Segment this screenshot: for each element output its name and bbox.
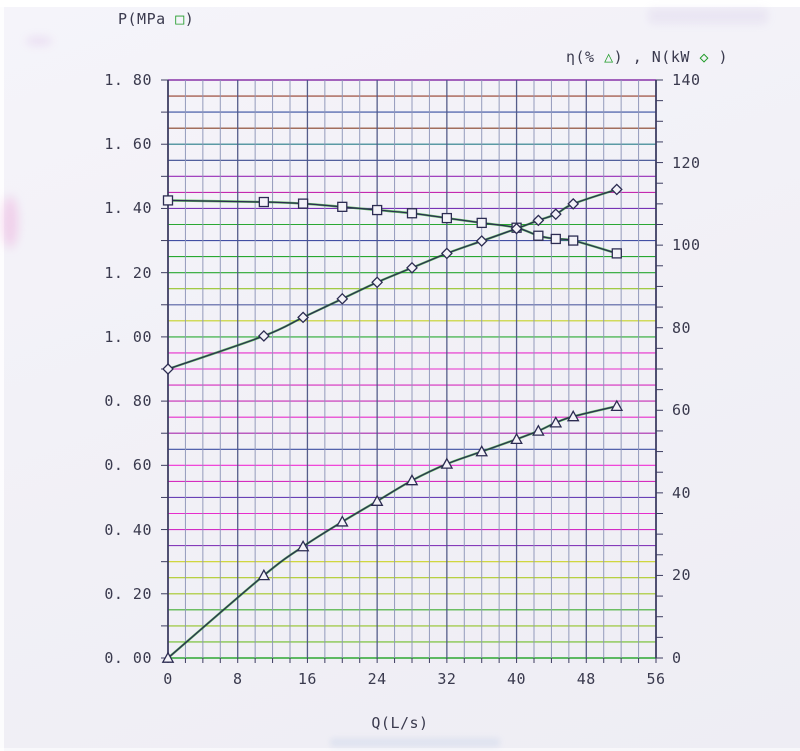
right-axis-tick-label: 20 (672, 566, 692, 585)
right-axis-tick-label: 100 (672, 236, 701, 255)
data-point-diamond (549, 208, 562, 221)
data-point-square (258, 196, 270, 208)
left-axis-tick-label: 0. 40 (104, 520, 152, 539)
data-point-square (406, 208, 418, 219)
data-point-triangle (440, 457, 454, 469)
square-marker-icon: □ (175, 10, 185, 28)
legend-left-text-close: ) (184, 10, 195, 28)
data-point-diamond (510, 222, 523, 235)
data-point-square (441, 212, 453, 224)
legend-right-efficiency-power: η(% △) , N(kW ◇ ) (566, 48, 728, 66)
data-point-diamond (567, 197, 580, 210)
data-point-square (371, 204, 383, 216)
legend-left-text: P(MPa (118, 10, 176, 28)
curve-triangle (167, 405, 617, 659)
left-axis-tick-label: 0. 60 (104, 456, 152, 475)
data-point-triangle (566, 409, 580, 422)
right-axis-tick-label: 140 (672, 71, 701, 89)
data-point-square (533, 230, 544, 241)
x-axis-tick-label: 40 (507, 670, 527, 688)
x-axis-tick-label: 56 (646, 670, 666, 688)
data-point-square (337, 201, 348, 212)
curve-diamond (167, 188, 617, 370)
scan-edge-left (0, 0, 4, 751)
data-point-diamond (406, 261, 418, 274)
legend-left-pressure: P(MPa □) (118, 10, 194, 28)
x-axis-tick-label: 24 (367, 670, 387, 688)
legend-right-text-mid: ) , N(kW (613, 48, 700, 66)
curve-triangle-halo (167, 405, 618, 659)
left-axis-tick-label: 1. 80 (104, 71, 152, 89)
legend-right-text-close: ) (708, 48, 729, 66)
left-axis-tick-label: 1. 20 (104, 263, 152, 282)
right-axis-tick-label: 120 (672, 153, 701, 172)
left-axis-tick-label: 0. 20 (104, 584, 152, 603)
left-axis-tick-label: 1. 00 (104, 327, 152, 346)
data-point-triangle (610, 399, 624, 412)
data-point-diamond (162, 363, 174, 375)
data-point-square (550, 233, 561, 245)
data-point-diamond (336, 292, 349, 305)
data-point-triangle (257, 568, 271, 581)
right-axis-tick-label: 0 (672, 649, 682, 667)
legend-right-text: η(% (566, 48, 605, 66)
x-axis-tick-label: 32 (437, 670, 457, 688)
data-point-square (476, 217, 487, 229)
right-axis-tick-label: 80 (672, 318, 692, 337)
right-axis-tick-label: 40 (672, 483, 692, 502)
x-axis-tick-label: 48 (576, 670, 596, 688)
x-axis-tick-label: 0 (163, 670, 173, 688)
triangle-marker-icon: △ (604, 48, 614, 66)
diamond-marker-icon: ◇ (699, 48, 709, 66)
data-point-triangle (532, 424, 545, 436)
data-point-square (611, 248, 622, 259)
data-point-triangle (161, 651, 175, 663)
data-point-diamond (257, 330, 270, 342)
data-point-triangle (296, 539, 310, 552)
data-point-diamond (297, 311, 309, 324)
data-point-triangle (549, 416, 563, 428)
left-axis-tick-label: 1. 40 (104, 199, 152, 218)
x-axis-title: Q(L/s) (371, 714, 429, 732)
data-point-triangle (475, 445, 489, 457)
x-axis-tick-label: 16 (297, 670, 317, 688)
data-point-triangle (510, 432, 523, 445)
data-point-diamond (371, 276, 384, 289)
data-point-triangle (405, 473, 419, 486)
data-point-diamond (610, 183, 623, 196)
data-point-square (162, 195, 174, 206)
x-axis-tick-label: 8 (232, 670, 243, 688)
scan-edge-bottom (0, 748, 800, 751)
data-point-square (568, 235, 579, 246)
left-axis-tick-label: 0. 00 (104, 649, 152, 667)
data-point-diamond (440, 247, 453, 260)
data-point-diamond (532, 214, 545, 227)
data-point-square (297, 198, 309, 209)
left-axis-tick-label: 1. 60 (104, 135, 152, 154)
data-point-diamond (475, 235, 488, 247)
data-point-triangle (370, 494, 384, 506)
data-point-triangle (335, 515, 349, 527)
left-axis-tick-label: 0. 80 (104, 392, 152, 411)
scan-edge-top (0, 0, 800, 7)
right-axis-tick-label: 60 (672, 401, 692, 420)
